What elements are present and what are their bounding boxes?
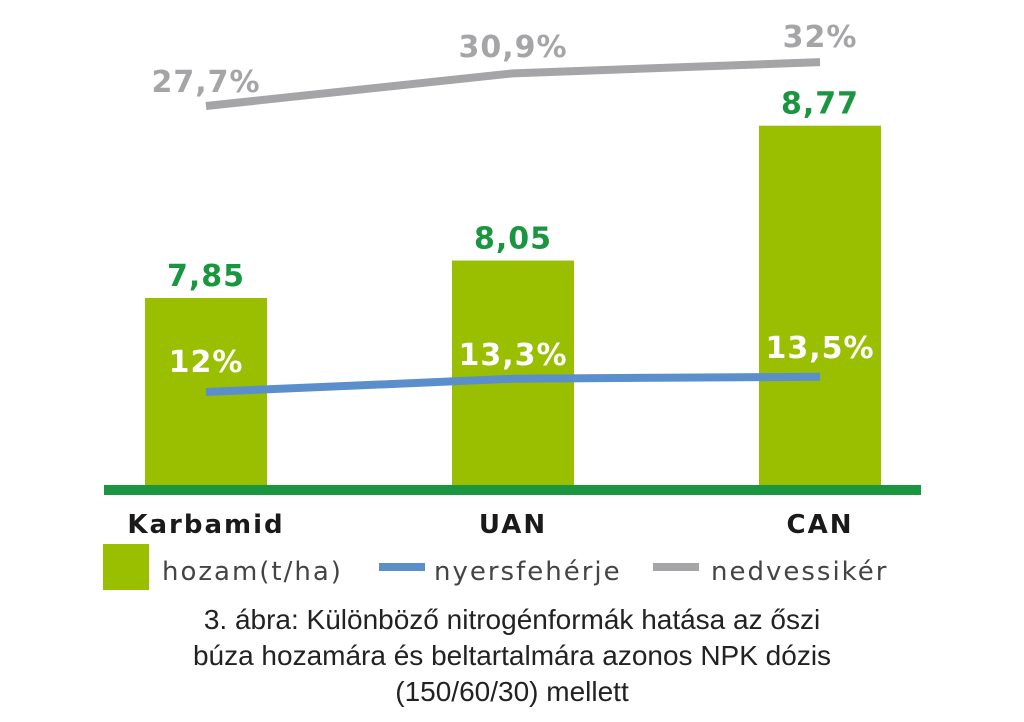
nyersfeherje-value-label-can: 13,5% [765, 331, 874, 366]
nedvessiker-value-label-karbamid: 27,7% [151, 65, 260, 100]
category-label-can: CAN [787, 510, 854, 540]
legend-label-nedvessiker: nedvessikér [711, 557, 889, 587]
bar-value-label-can: 8,77 [781, 87, 859, 122]
caption-line-1: 3. ábra: Különböző nitrogénformák hatása… [203, 604, 821, 635]
legend-label-hozam: hozam(t/ha) [162, 557, 343, 587]
caption-line-2: búza hozamára és beltartalmára azonos NP… [192, 640, 832, 671]
category-label-karbamid: Karbamid [127, 510, 284, 540]
legend-swatch-hozam [103, 544, 149, 590]
bar-value-label-uan: 8,05 [474, 222, 552, 257]
legend-label-nyersfeherje: nyersfehérje [434, 557, 622, 587]
nyersfeherje-value-label-karbamid: 12% [169, 345, 244, 380]
bar-value-label-karbamid: 7,85 [167, 259, 245, 294]
x-axis-baseline [104, 485, 921, 495]
nedvessiker-value-label-uan: 30,9% [458, 30, 567, 65]
caption-line-3: (150/60/30) mellett [395, 676, 629, 707]
nyersfeherje-value-label-uan: 13,3% [458, 338, 567, 373]
figure-caption: 3. ábra: Különböző nitrogénformák hatása… [0, 602, 1024, 710]
bar-can [759, 125, 881, 490]
nedvessiker-value-label-can: 32% [783, 20, 858, 55]
category-label-uan: UAN [479, 510, 547, 540]
nedvessiker-line [205, 58, 821, 110]
chart: 7,85 8,05 8,77 12% 13,3% 13,5% 27,7% 30,9% 32% Ka… [103, 20, 921, 590]
